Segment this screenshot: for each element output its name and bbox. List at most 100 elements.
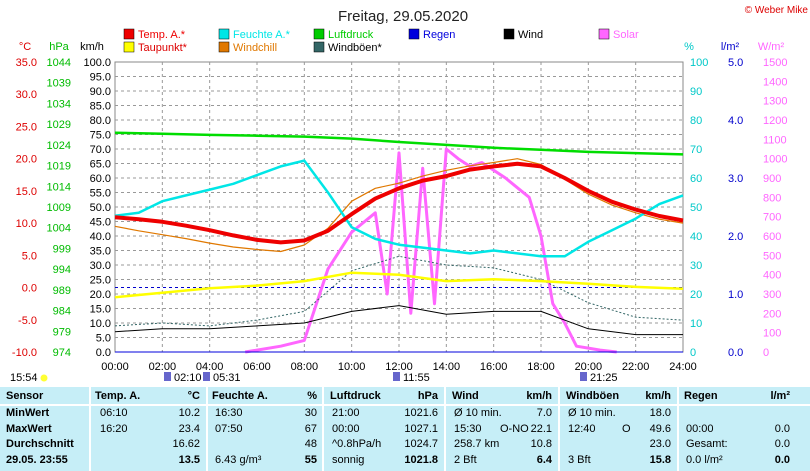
tick-wind_ticks: 40.0 xyxy=(90,231,111,243)
tick-wind_ticks: 50.0 xyxy=(90,202,111,214)
tick-hum_ticks: 40 xyxy=(690,231,702,243)
gust-value: 15.8 xyxy=(649,453,671,466)
tick-x: 08:00 xyxy=(291,361,319,373)
tick-x: 24:00 xyxy=(669,361,697,373)
rain-a: 00:00 xyxy=(686,422,714,435)
time-mark-label: 11:55 xyxy=(403,372,430,384)
tick-wind_ticks: 35.0 xyxy=(90,246,111,258)
temp-time: 06:10 xyxy=(100,407,128,419)
tick-solar_ticks: 100 xyxy=(763,328,781,340)
tick-x: 12:00 xyxy=(385,361,413,373)
legend-label: Windchill xyxy=(233,42,277,54)
table-column-divider xyxy=(558,387,560,471)
tick-temp_ticks: 25.0 xyxy=(16,121,37,133)
axis-unit-solar: W/m² xyxy=(758,41,785,53)
wind-a: Ø 10 min. xyxy=(454,407,502,419)
wind-a: 15:30 xyxy=(454,422,482,435)
tick-wind_ticks: 95.0 xyxy=(90,72,111,84)
header-press: Luftdruck xyxy=(330,390,381,402)
press-value: 1027.1 xyxy=(404,422,438,435)
tick-pressure_ticks: 1039 xyxy=(47,78,71,90)
wind-b: O-NO xyxy=(500,422,529,435)
tick-x: 04:00 xyxy=(196,361,224,373)
temp-value: 23.4 xyxy=(178,422,200,435)
tick-temp_ticks: -5.0 xyxy=(18,315,37,327)
tick-solar_ticks: 1400 xyxy=(763,76,787,88)
tick-wind_ticks: 30.0 xyxy=(90,260,111,272)
stats-table: Sensor Temp. A. °C Feuchte A.% Luftdruck hPa W… xyxy=(0,387,810,471)
tick-x: 14:00 xyxy=(433,361,461,373)
chart-title: Freitag, 29.05.2020 xyxy=(338,8,468,25)
hum-time: 07:50 xyxy=(215,422,243,435)
tick-hum_ticks: 70 xyxy=(690,144,702,156)
tick-pressure_ticks: 974 xyxy=(53,347,71,359)
temp-value: 10.2 xyxy=(178,407,200,419)
tick-temp_ticks: 10.0 xyxy=(16,218,37,230)
tick-hum_ticks: 10 xyxy=(690,318,702,330)
tick-rain_ticks: 1.0 xyxy=(728,289,743,301)
time-mark-icon xyxy=(203,372,210,381)
wind-value: 10.8 xyxy=(530,438,552,450)
tick-wind_ticks: 80.0 xyxy=(90,115,111,127)
header-gust-unit: km/h xyxy=(645,390,671,402)
hum-value: 30 xyxy=(304,407,317,419)
gust-a: 12:40 xyxy=(568,422,596,435)
tick-x: 00:00 xyxy=(101,361,129,373)
tick-temp_ticks: 5.0 xyxy=(22,250,37,262)
tick-x: 22:00 xyxy=(622,361,650,373)
tick-pressure_ticks: 984 xyxy=(53,306,71,318)
legend-swatch xyxy=(408,28,420,40)
tick-hum_ticks: 100 xyxy=(690,57,708,69)
gust-b: O xyxy=(622,422,631,435)
press-value: 1021.8 xyxy=(404,453,438,466)
hum-value: 55 xyxy=(304,453,317,466)
time-mark-label: 05:31 xyxy=(213,372,241,384)
tick-temp_ticks: 35.0 xyxy=(16,57,37,69)
tick-x: 06:00 xyxy=(243,361,271,373)
table-column-divider xyxy=(444,387,446,471)
tick-hum_ticks: 60 xyxy=(690,173,702,185)
legend-swatch xyxy=(123,28,135,40)
wind-a: 2 Bft xyxy=(454,453,477,466)
tick-wind_ticks: 45.0 xyxy=(90,217,111,229)
tick-wind_ticks: 60.0 xyxy=(90,173,111,185)
time-marks: 15:54 02:10 05:31 11:55 21:25 xyxy=(10,372,618,384)
table-column-divider xyxy=(322,387,324,471)
header-sensor: Sensor xyxy=(6,390,44,402)
legend-label: Regen xyxy=(423,29,455,41)
tick-pressure_ticks: 999 xyxy=(53,243,71,255)
tick-pressure_ticks: 1034 xyxy=(47,98,71,110)
tick-solar_ticks: 1500 xyxy=(763,57,787,69)
legend-swatch xyxy=(313,28,325,40)
rain-a: Gesamt: xyxy=(686,438,728,450)
tick-hum_ticks: 30 xyxy=(690,260,702,272)
legend-label: Wind xyxy=(518,29,543,41)
hum-value: 48 xyxy=(304,438,317,450)
tick-solar_ticks: 900 xyxy=(763,173,781,185)
temp-time: 16:20 xyxy=(100,422,128,435)
series-temp-a xyxy=(114,161,684,245)
row-label: MaxWert xyxy=(6,422,52,435)
header-temp-unit: °C xyxy=(187,390,200,402)
time-mark-icon xyxy=(164,372,171,381)
rain-value: 0.0 xyxy=(774,453,790,466)
tick-temp_ticks: -10.0 xyxy=(12,347,37,359)
tick-solar_ticks: 1100 xyxy=(763,134,787,146)
series-solar xyxy=(244,147,617,354)
row-label: MinWert xyxy=(6,407,50,419)
tick-hum_ticks: 80 xyxy=(690,115,702,127)
legend-swatch xyxy=(218,41,230,53)
press-time: ^0.8hPa/h xyxy=(332,438,382,450)
legend-label: Taupunkt* xyxy=(138,42,188,54)
tick-wind_ticks: 75.0 xyxy=(90,130,111,142)
tick-temp_ticks: 20.0 xyxy=(16,154,37,166)
gust-value: 18.0 xyxy=(649,407,671,419)
tick-temp_ticks: 15.0 xyxy=(16,186,37,198)
legend-swatch xyxy=(598,28,610,40)
tick-wind_ticks: 5.0 xyxy=(96,333,111,345)
tick-pressure_ticks: 994 xyxy=(53,264,71,276)
gust-value: 49.6 xyxy=(649,422,671,435)
wind-a: 258.7 km xyxy=(454,438,500,450)
header-gust: Windböen xyxy=(566,390,620,402)
